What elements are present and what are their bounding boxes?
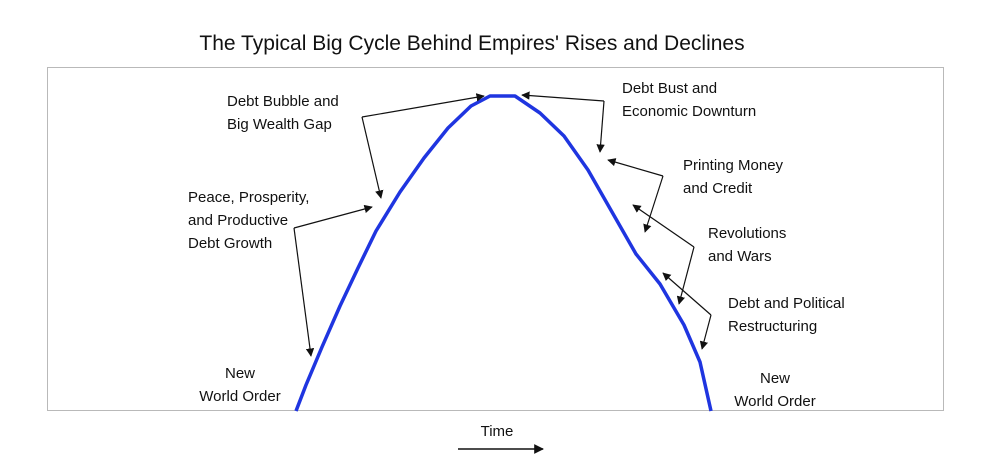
label-revolutions: Revolutions and Wars [708, 225, 787, 265]
label-debt-bust: Debt Bust and Economic Downturn [622, 80, 757, 120]
arrow-debt-bust-top [521, 91, 605, 102]
arrow-printing-upper [607, 158, 664, 177]
arrow-revolutions-lower [676, 246, 695, 305]
arrow-debt-bust-curve [596, 100, 605, 153]
label-new-world-order-right: New World Order [734, 370, 816, 410]
cycle-curve [294, 94, 713, 412]
label-peace-prosperity: Peace, Prosperity, and Productive Debt Gro… [188, 189, 310, 252]
arrow-restructuring-upper [662, 272, 712, 316]
arrow-restructuring-lower [699, 314, 712, 350]
diagram-title: The Typical Big Cycle Behind Empires' Ri… [199, 32, 745, 55]
x-axis-label: Time [480, 423, 514, 440]
arrow-peace-lower [293, 227, 315, 357]
arrow-printing-lower [643, 175, 664, 233]
arrow-debt-bubble-curve [361, 116, 384, 199]
label-new-world-order-left: New World Order [199, 365, 281, 405]
label-debt-bubble: Debt Bubble and Big Wealth Gap [227, 93, 339, 133]
label-printing-money: Printing Money and Credit [683, 157, 784, 197]
arrow-peace-upper [293, 204, 373, 229]
arrow-revolutions-upper [632, 204, 695, 248]
plot-frame [47, 67, 944, 411]
arrow-debt-bubble-top [361, 93, 485, 118]
label-restructuring: Debt and Political Restructuring [728, 295, 845, 335]
